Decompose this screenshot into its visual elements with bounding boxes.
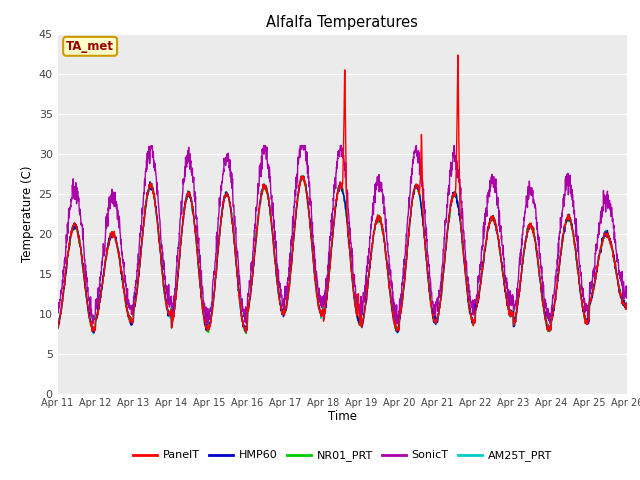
Text: TA_met: TA_met xyxy=(66,40,114,53)
Y-axis label: Temperature (C): Temperature (C) xyxy=(22,165,35,262)
Legend: PanelT, HMP60, NR01_PRT, SonicT, AM25T_PRT: PanelT, HMP60, NR01_PRT, SonicT, AM25T_P… xyxy=(129,446,556,466)
X-axis label: Time: Time xyxy=(328,410,357,423)
Title: Alfalfa Temperatures: Alfalfa Temperatures xyxy=(266,15,419,30)
